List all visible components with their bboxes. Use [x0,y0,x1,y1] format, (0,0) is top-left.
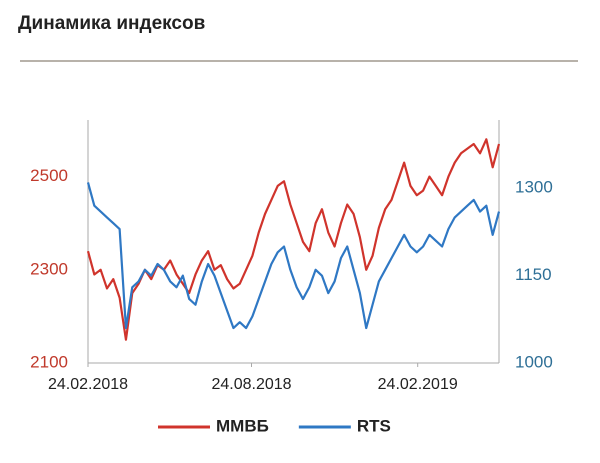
series-line [86,138,501,341]
legend-label: RTS [357,416,391,435]
y-tick-label: 2300 [30,259,68,278]
y-tick-label: 2500 [30,166,68,185]
y2-tick-label: 1300 [515,178,553,197]
legend-label: ММВБ [216,416,269,435]
series-line [86,182,501,330]
y2-tick-label: 1000 [515,352,553,371]
y2-tick-label: 1150 [515,265,552,284]
x-tick-label: 24.02.2019 [378,376,458,393]
x-tick-label: 24.08.2018 [211,376,291,393]
y-tick-label: 2100 [30,352,68,371]
x-tick-label: 24.02.2018 [48,376,128,393]
chart-title: Динамика индексов [18,13,205,34]
